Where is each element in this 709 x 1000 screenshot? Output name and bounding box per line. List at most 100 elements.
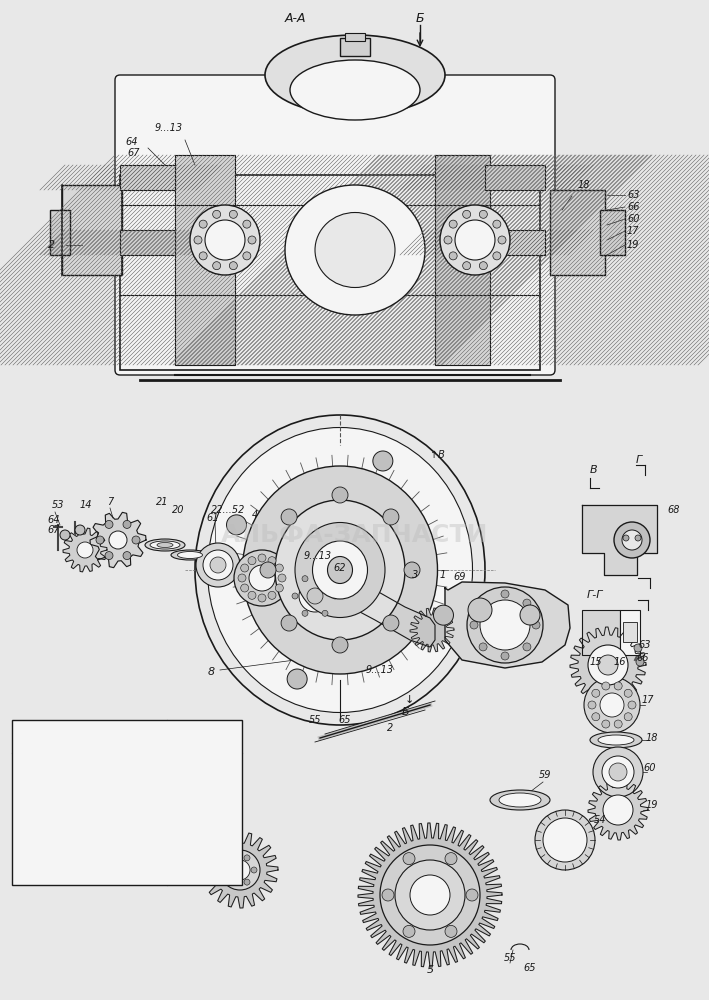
Circle shape	[382, 889, 394, 901]
Circle shape	[600, 693, 624, 717]
Text: 9...13: 9...13	[304, 551, 332, 561]
Bar	[620, 610, 640, 655]
Text: 3: 3	[412, 570, 418, 580]
Text: 18: 18	[578, 180, 591, 190]
Ellipse shape	[171, 550, 209, 560]
Circle shape	[467, 587, 543, 663]
Text: 68: 68	[667, 505, 679, 515]
Circle shape	[593, 747, 643, 797]
Circle shape	[210, 557, 226, 573]
Circle shape	[105, 520, 113, 528]
Ellipse shape	[290, 60, 420, 120]
Circle shape	[592, 713, 600, 721]
Ellipse shape	[598, 735, 634, 745]
Text: 4: 4	[252, 510, 258, 520]
Circle shape	[240, 564, 249, 572]
Text: 55: 55	[308, 715, 321, 725]
Circle shape	[199, 220, 207, 228]
Circle shape	[584, 677, 640, 733]
Circle shape	[470, 621, 478, 629]
Text: 69: 69	[454, 572, 467, 582]
Circle shape	[445, 853, 457, 865]
Text: 64: 64	[165, 828, 178, 838]
Circle shape	[501, 652, 509, 660]
Bar	[485, 165, 545, 190]
Circle shape	[523, 599, 531, 607]
Circle shape	[251, 867, 257, 873]
Text: 53205-2402011-10: 53205-2402011-10	[40, 764, 140, 774]
Text: 6,53: 6,53	[193, 764, 216, 774]
Text: 22...52: 22...52	[211, 505, 245, 515]
Circle shape	[198, 848, 208, 858]
Polygon shape	[90, 512, 146, 568]
Text: 17: 17	[642, 695, 654, 705]
Ellipse shape	[295, 522, 385, 617]
Circle shape	[535, 810, 595, 870]
Circle shape	[479, 599, 487, 607]
Bar	[12, 720, 242, 885]
Text: 5,43: 5,43	[193, 863, 216, 874]
Circle shape	[636, 658, 644, 666]
Bar	[340, 38, 370, 56]
Text: 59: 59	[539, 770, 552, 780]
Circle shape	[410, 875, 450, 915]
Circle shape	[248, 591, 256, 599]
Circle shape	[603, 795, 633, 825]
Circle shape	[258, 554, 266, 562]
Circle shape	[523, 643, 531, 651]
Ellipse shape	[145, 539, 185, 551]
Polygon shape	[445, 582, 570, 668]
Circle shape	[205, 220, 245, 260]
Bar	[50, 210, 70, 255]
Ellipse shape	[285, 185, 425, 315]
Circle shape	[624, 713, 632, 721]
Bar	[345, 33, 365, 41]
Circle shape	[275, 584, 284, 592]
Circle shape	[602, 756, 634, 788]
Circle shape	[230, 879, 236, 885]
Circle shape	[609, 763, 627, 781]
Circle shape	[588, 645, 628, 685]
Circle shape	[292, 593, 298, 599]
Circle shape	[240, 584, 249, 592]
Circle shape	[404, 562, 420, 578]
Circle shape	[281, 615, 297, 631]
Circle shape	[332, 487, 348, 503]
Circle shape	[463, 262, 471, 270]
Bar	[120, 230, 175, 255]
Text: ↑В: ↑В	[430, 450, 445, 460]
Text: 53205-2402011-40: 53205-2402011-40	[40, 863, 140, 874]
Bar	[582, 610, 620, 655]
Text: 60: 60	[627, 214, 640, 224]
Circle shape	[479, 262, 487, 270]
Ellipse shape	[490, 790, 550, 810]
Circle shape	[243, 252, 251, 260]
Text: 67: 67	[47, 525, 60, 535]
Circle shape	[622, 530, 642, 550]
Circle shape	[278, 574, 286, 582]
Polygon shape	[63, 528, 107, 572]
Circle shape	[199, 252, 207, 260]
Circle shape	[213, 262, 220, 270]
Circle shape	[96, 536, 104, 544]
Text: 17: 17	[627, 226, 640, 236]
Text: 66: 66	[637, 653, 649, 663]
Circle shape	[220, 850, 260, 890]
Circle shape	[635, 535, 641, 541]
Circle shape	[249, 565, 275, 591]
Circle shape	[383, 509, 399, 525]
Circle shape	[614, 682, 623, 690]
Text: 5: 5	[426, 965, 434, 975]
Circle shape	[196, 543, 240, 587]
Circle shape	[614, 522, 650, 558]
Circle shape	[234, 550, 290, 606]
Text: ↓: ↓	[405, 695, 414, 705]
Circle shape	[383, 615, 399, 631]
Circle shape	[322, 576, 328, 582]
Circle shape	[445, 925, 457, 937]
Text: 61: 61	[207, 513, 219, 523]
Circle shape	[440, 205, 510, 275]
Polygon shape	[410, 608, 454, 652]
Text: 60: 60	[644, 763, 657, 773]
Polygon shape	[360, 586, 435, 647]
